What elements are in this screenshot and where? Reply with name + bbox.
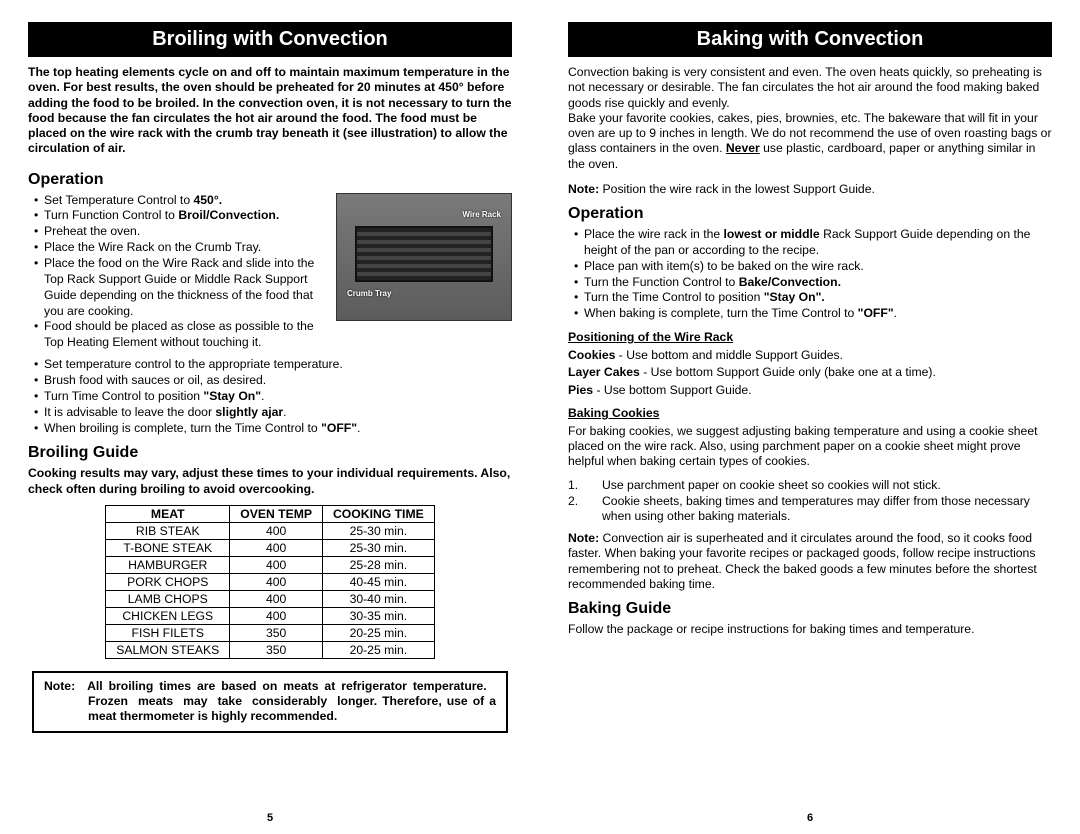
operation-title-right: Operation — [568, 205, 1052, 223]
pos-pies: Pies - Use bottom Support Guide. — [568, 383, 1052, 398]
pos-cookies: Cookies - Use bottom and middle Support … — [568, 348, 1052, 363]
list-item: 1.Use parchment paper on cookie sheet so… — [568, 478, 1052, 494]
list-item: Turn the Time Control to position "Stay … — [578, 290, 1052, 306]
page-left: Broiling with Convection The top heating… — [0, 0, 540, 834]
page-number-right: 6 — [540, 812, 1080, 824]
positioning-title: Positioning of the Wire Rack — [568, 330, 1052, 344]
operation-title-left: Operation — [28, 171, 512, 189]
operation-list-left-top: Set Temperature Control to 450°.Turn Fun… — [28, 193, 326, 352]
table-header: MEAT — [106, 505, 230, 522]
list-item: Food should be placed as close as possib… — [38, 319, 326, 351]
table-header: COOKING TIME — [323, 505, 435, 522]
list-item: Turn Time Control to position "Stay On". — [38, 389, 512, 405]
list-item: Set Temperature Control to 450°. — [38, 193, 326, 209]
list-item: It is advisable to leave the door slight… — [38, 405, 512, 421]
table-row: CHICKEN LEGS40030-35 min. — [106, 607, 434, 624]
broiling-note-box: Note: All broiling times are based on me… — [32, 671, 508, 733]
baking-cookies-para: For baking cookies, we suggest adjusting… — [568, 424, 1052, 470]
page-number-left: 5 — [0, 812, 540, 824]
list-item: Place the food on the Wire Rack and slid… — [38, 256, 326, 319]
list-item: Turn the Function Control to Bake/Convec… — [578, 275, 1052, 291]
wire-rack-label: Wire Rack — [462, 210, 501, 219]
baking-note-pos: Note: Position the wire rack in the lowe… — [568, 182, 1052, 197]
table-header: OVEN TEMP — [230, 505, 323, 522]
list-item: Set temperature control to the appropria… — [38, 357, 512, 373]
pos-layer: Layer Cakes - Use bottom Support Guide o… — [568, 365, 1052, 380]
table-row: LAMB CHOPS40030-40 min. — [106, 590, 434, 607]
intro-broiling: The top heating elements cycle on and of… — [28, 65, 512, 157]
list-item: Place the Wire Rack on the Crumb Tray. — [38, 240, 326, 256]
crumb-tray-label: Crumb Tray — [347, 289, 391, 298]
list-item: Brush food with sauces or oil, as desire… — [38, 373, 512, 389]
list-item: Turn Function Control to Broil/Convectio… — [38, 208, 326, 224]
header-baking: Baking with Convection — [568, 22, 1052, 57]
operation-block-left: Wire Rack Crumb Tray Set Temperature Con… — [28, 193, 512, 437]
list-item: 2.Cookie sheets, baking times and temper… — [568, 494, 1052, 526]
list-item: When broiling is complete, turn the Time… — [38, 421, 512, 437]
table-row: HAMBURGER40025-28 min. — [106, 556, 434, 573]
baking-intro-2: Bake your favorite cookies, cakes, pies,… — [568, 111, 1052, 172]
broiling-table: MEATOVEN TEMPCOOKING TIME RIB STEAK40025… — [105, 505, 434, 659]
operation-list-left-bottom: Set temperature control to the appropria… — [28, 357, 512, 436]
broiling-guide-title: Broiling Guide — [28, 444, 512, 462]
list-item: Place the wire rack in the lowest or mid… — [578, 227, 1052, 259]
baking-intro-1: Convection baking is very consistent and… — [568, 65, 1052, 111]
table-row: RIB STEAK40025-30 min. — [106, 522, 434, 539]
baking-cookies-title: Baking Cookies — [568, 406, 1052, 420]
table-row: PORK CHOPS40040-45 min. — [106, 573, 434, 590]
baking-cookies-list: 1.Use parchment paper on cookie sheet so… — [568, 478, 1052, 526]
baking-guide-title: Baking Guide — [568, 600, 1052, 618]
list-item: Place pan with item(s) to be baked on th… — [578, 259, 1052, 275]
operation-list-right: Place the wire rack in the lowest or mid… — [568, 227, 1052, 322]
header-broiling: Broiling with Convection — [28, 22, 512, 57]
oven-illustration: Wire Rack Crumb Tray — [336, 193, 512, 321]
baking-cookies-note: Note: Convection air is superheated and … — [568, 531, 1052, 592]
list-item: When baking is complete, turn the Time C… — [578, 306, 1052, 322]
page-right: Baking with Convection Convection baking… — [540, 0, 1080, 834]
table-row: FISH FILETS35020-25 min. — [106, 624, 434, 641]
broiling-guide-sub: Cooking results may vary, adjust these t… — [28, 466, 512, 497]
table-row: T-BONE STEAK40025-30 min. — [106, 539, 434, 556]
table-row: SALMON STEAKS35020-25 min. — [106, 641, 434, 658]
baking-guide-text: Follow the package or recipe instruction… — [568, 622, 1052, 637]
list-item: Preheat the oven. — [38, 224, 326, 240]
